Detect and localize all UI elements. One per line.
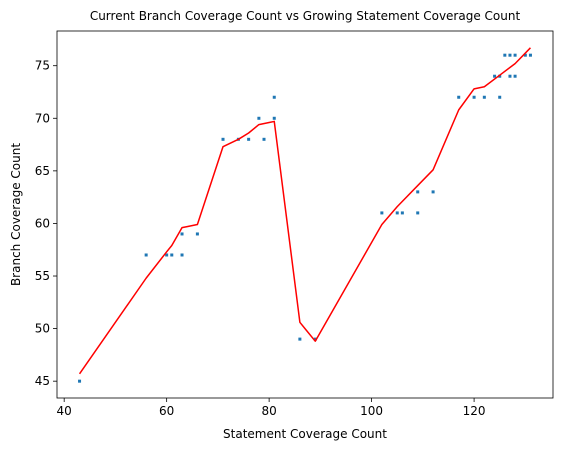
y-tick-label: 65 bbox=[35, 164, 50, 178]
scatter-point bbox=[180, 232, 184, 236]
x-tick-label: 60 bbox=[159, 404, 174, 418]
scatter-point bbox=[298, 337, 302, 341]
plot-frame bbox=[56, 30, 554, 399]
scatter-point bbox=[528, 53, 532, 57]
y-tick-label: 60 bbox=[35, 216, 50, 230]
scatter-point bbox=[272, 95, 276, 99]
x-axis-label: Statement Coverage Count bbox=[223, 427, 387, 441]
y-tick-label: 45 bbox=[35, 374, 50, 388]
scatter-point bbox=[457, 95, 461, 99]
scatter-point bbox=[170, 253, 174, 257]
scatter-point bbox=[221, 137, 225, 141]
scatter-point bbox=[78, 379, 82, 383]
scatter-point bbox=[165, 253, 169, 257]
scatter-point bbox=[380, 211, 384, 215]
scatter-point bbox=[508, 74, 512, 78]
scatter-point bbox=[482, 95, 486, 99]
scatter-point bbox=[472, 95, 476, 99]
scatter-point bbox=[416, 211, 420, 215]
chart-marks bbox=[78, 47, 532, 383]
scatter-point bbox=[247, 137, 251, 141]
chart-axes: 40 60 80 100 120 45 50 55 60 65 70 75 bbox=[35, 30, 554, 418]
scatter-point bbox=[498, 74, 502, 78]
y-tick-label: 70 bbox=[35, 111, 50, 125]
scatter-point bbox=[195, 232, 199, 236]
y-tick-label: 55 bbox=[35, 269, 50, 283]
scatter-point bbox=[431, 190, 435, 194]
scatter-point bbox=[513, 53, 517, 57]
scatter-point bbox=[400, 211, 404, 215]
scatter-point bbox=[395, 211, 399, 215]
chart-title: Current Branch Coverage Count vs Growing… bbox=[90, 9, 521, 23]
scatter-point bbox=[513, 74, 517, 78]
scatter-point bbox=[262, 137, 266, 141]
scatter-point bbox=[493, 74, 497, 78]
y-tick-label: 50 bbox=[35, 322, 50, 336]
trend-line bbox=[78, 47, 531, 375]
scatter-point bbox=[272, 116, 276, 120]
scatter-point bbox=[416, 190, 420, 194]
scatter-point bbox=[180, 253, 184, 257]
scatter-point bbox=[503, 53, 507, 57]
scatter-point bbox=[498, 95, 502, 99]
scatter-point bbox=[313, 337, 317, 341]
scatter-point bbox=[523, 53, 527, 57]
scatter-point bbox=[144, 253, 148, 257]
y-tick-label: 75 bbox=[35, 59, 50, 73]
x-tick-label: 80 bbox=[261, 404, 276, 418]
x-tick-label: 120 bbox=[463, 404, 486, 418]
scatter-point bbox=[257, 116, 261, 120]
y-axis-label: Branch Coverage Count bbox=[9, 143, 23, 286]
scatter-point bbox=[508, 53, 512, 57]
x-tick-label: 40 bbox=[57, 404, 72, 418]
x-tick-label: 100 bbox=[360, 404, 383, 418]
